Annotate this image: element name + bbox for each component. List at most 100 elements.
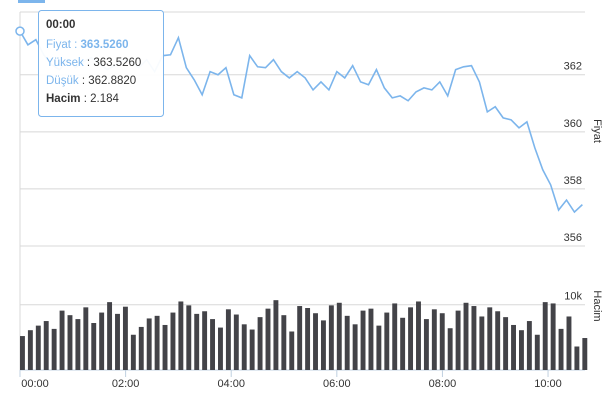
volume-bar [51, 328, 57, 370]
volume-bar [503, 317, 509, 370]
tooltip-label: Düşük [46, 75, 79, 87]
volume-bar [20, 336, 25, 370]
volume-bar [439, 313, 445, 370]
volume-bar [107, 302, 113, 370]
tooltip-sep: : [87, 57, 90, 69]
tooltip-row: Düşük : 362.8820 [46, 75, 136, 87]
volume-bar [122, 306, 128, 370]
y-tick-label: 10k [564, 291, 582, 303]
volume-bar [265, 308, 271, 370]
volume-bar [154, 315, 160, 370]
tooltip-value: 363.5260 [93, 57, 141, 69]
volume-bar [289, 331, 295, 370]
y-tick-label: 358 [564, 175, 582, 187]
volume-bar [115, 313, 120, 370]
tooltip-row: Fiyat : 363.5260 [46, 39, 129, 51]
x-tick-label: 00:00 [21, 378, 49, 390]
volume-bar [67, 315, 73, 370]
volume-bar [273, 300, 279, 370]
volume-bar [305, 308, 311, 370]
volume-bar [83, 307, 89, 370]
volume-bar [75, 319, 81, 370]
volume-bar [423, 319, 429, 370]
volume-bar [534, 334, 540, 370]
volume-bar [384, 312, 390, 370]
volume-bar [416, 301, 421, 370]
tooltip-label: Yüksek [46, 57, 84, 69]
tooltip-value: 362.8820 [88, 75, 136, 87]
volume-bar [463, 302, 469, 370]
range-tab [18, 0, 45, 3]
volume-bar [336, 302, 342, 370]
volume-bar [542, 302, 548, 370]
volume-bar [241, 324, 247, 370]
tooltip-sep: : [82, 75, 85, 87]
tooltip-box [38, 10, 164, 117]
volume-axis-title: Hacim [591, 290, 603, 321]
volume-bar [186, 305, 192, 370]
tooltip-label: Hacim [46, 93, 81, 105]
volume-bar [99, 312, 105, 370]
volume-bar [447, 328, 453, 370]
volume-bar [194, 313, 200, 370]
volume-bar [526, 321, 532, 370]
volume-bar [320, 320, 326, 370]
volume-bar [257, 317, 263, 370]
volume-bar [210, 319, 216, 370]
hover-marker [15, 26, 25, 36]
volume-bar [368, 308, 374, 370]
volume-bar [27, 330, 33, 370]
volume-bar [408, 307, 414, 370]
volume-bar [574, 346, 580, 370]
x-tick-label: 02:00 [112, 378, 140, 390]
tooltip-row: Yüksek : 363.5260 [46, 57, 141, 69]
volume-bar [313, 313, 318, 370]
volume-bar [518, 330, 524, 370]
volume-bar [344, 315, 350, 370]
volume-bar [297, 306, 303, 370]
tooltip: 00:00 Fiyat : 363.5260 Yüksek : 363.5260… [38, 10, 164, 117]
volume-bar [146, 318, 152, 370]
x-tick-label: 10:00 [534, 378, 562, 390]
tooltip-label: Fiyat [46, 39, 72, 51]
volume-bar [138, 326, 144, 370]
tooltip-value: 363.5260 [81, 39, 129, 51]
tooltip-sep: : [84, 93, 87, 105]
volume-bar [233, 314, 239, 370]
tooltip-time: 00:00 [46, 19, 75, 31]
volume-bar [218, 327, 223, 370]
volume-bar [43, 321, 49, 370]
volume-bar [328, 305, 334, 370]
volume-bar [431, 309, 437, 370]
tooltip-row: Hacim : 2.184 [46, 93, 120, 105]
price-axis-title: Fiyat [591, 119, 603, 143]
y-tick-label: 360 [564, 118, 582, 130]
x-tick-label: 08:00 [429, 378, 457, 390]
volume-bar [400, 317, 406, 370]
volume-bar [360, 310, 366, 370]
tooltip-sep: : [74, 39, 77, 51]
volume-bar [487, 307, 493, 370]
x-tick-label: 04:00 [217, 378, 245, 390]
volume-bar [225, 309, 231, 370]
volume-bar [392, 303, 398, 370]
volume-bar [281, 315, 287, 370]
y-tick-label: 362 [564, 61, 582, 73]
volume-bar [162, 324, 168, 370]
volume-bar [178, 301, 184, 370]
volume-bar [35, 325, 41, 370]
volume-bar [352, 324, 358, 370]
volume-bar [202, 311, 208, 370]
y-tick-label: 356 [564, 232, 582, 244]
x-tick-label: 06:00 [323, 378, 351, 390]
volume-bar [495, 311, 501, 370]
tooltip-value: 2.184 [90, 93, 119, 105]
volume-bar [582, 338, 588, 370]
volume-bar [130, 334, 136, 370]
volume-bar [550, 303, 556, 370]
volume-bar [91, 323, 97, 370]
volume-bar [511, 324, 516, 370]
volume-bar [455, 310, 461, 370]
volume-bar [170, 312, 176, 370]
